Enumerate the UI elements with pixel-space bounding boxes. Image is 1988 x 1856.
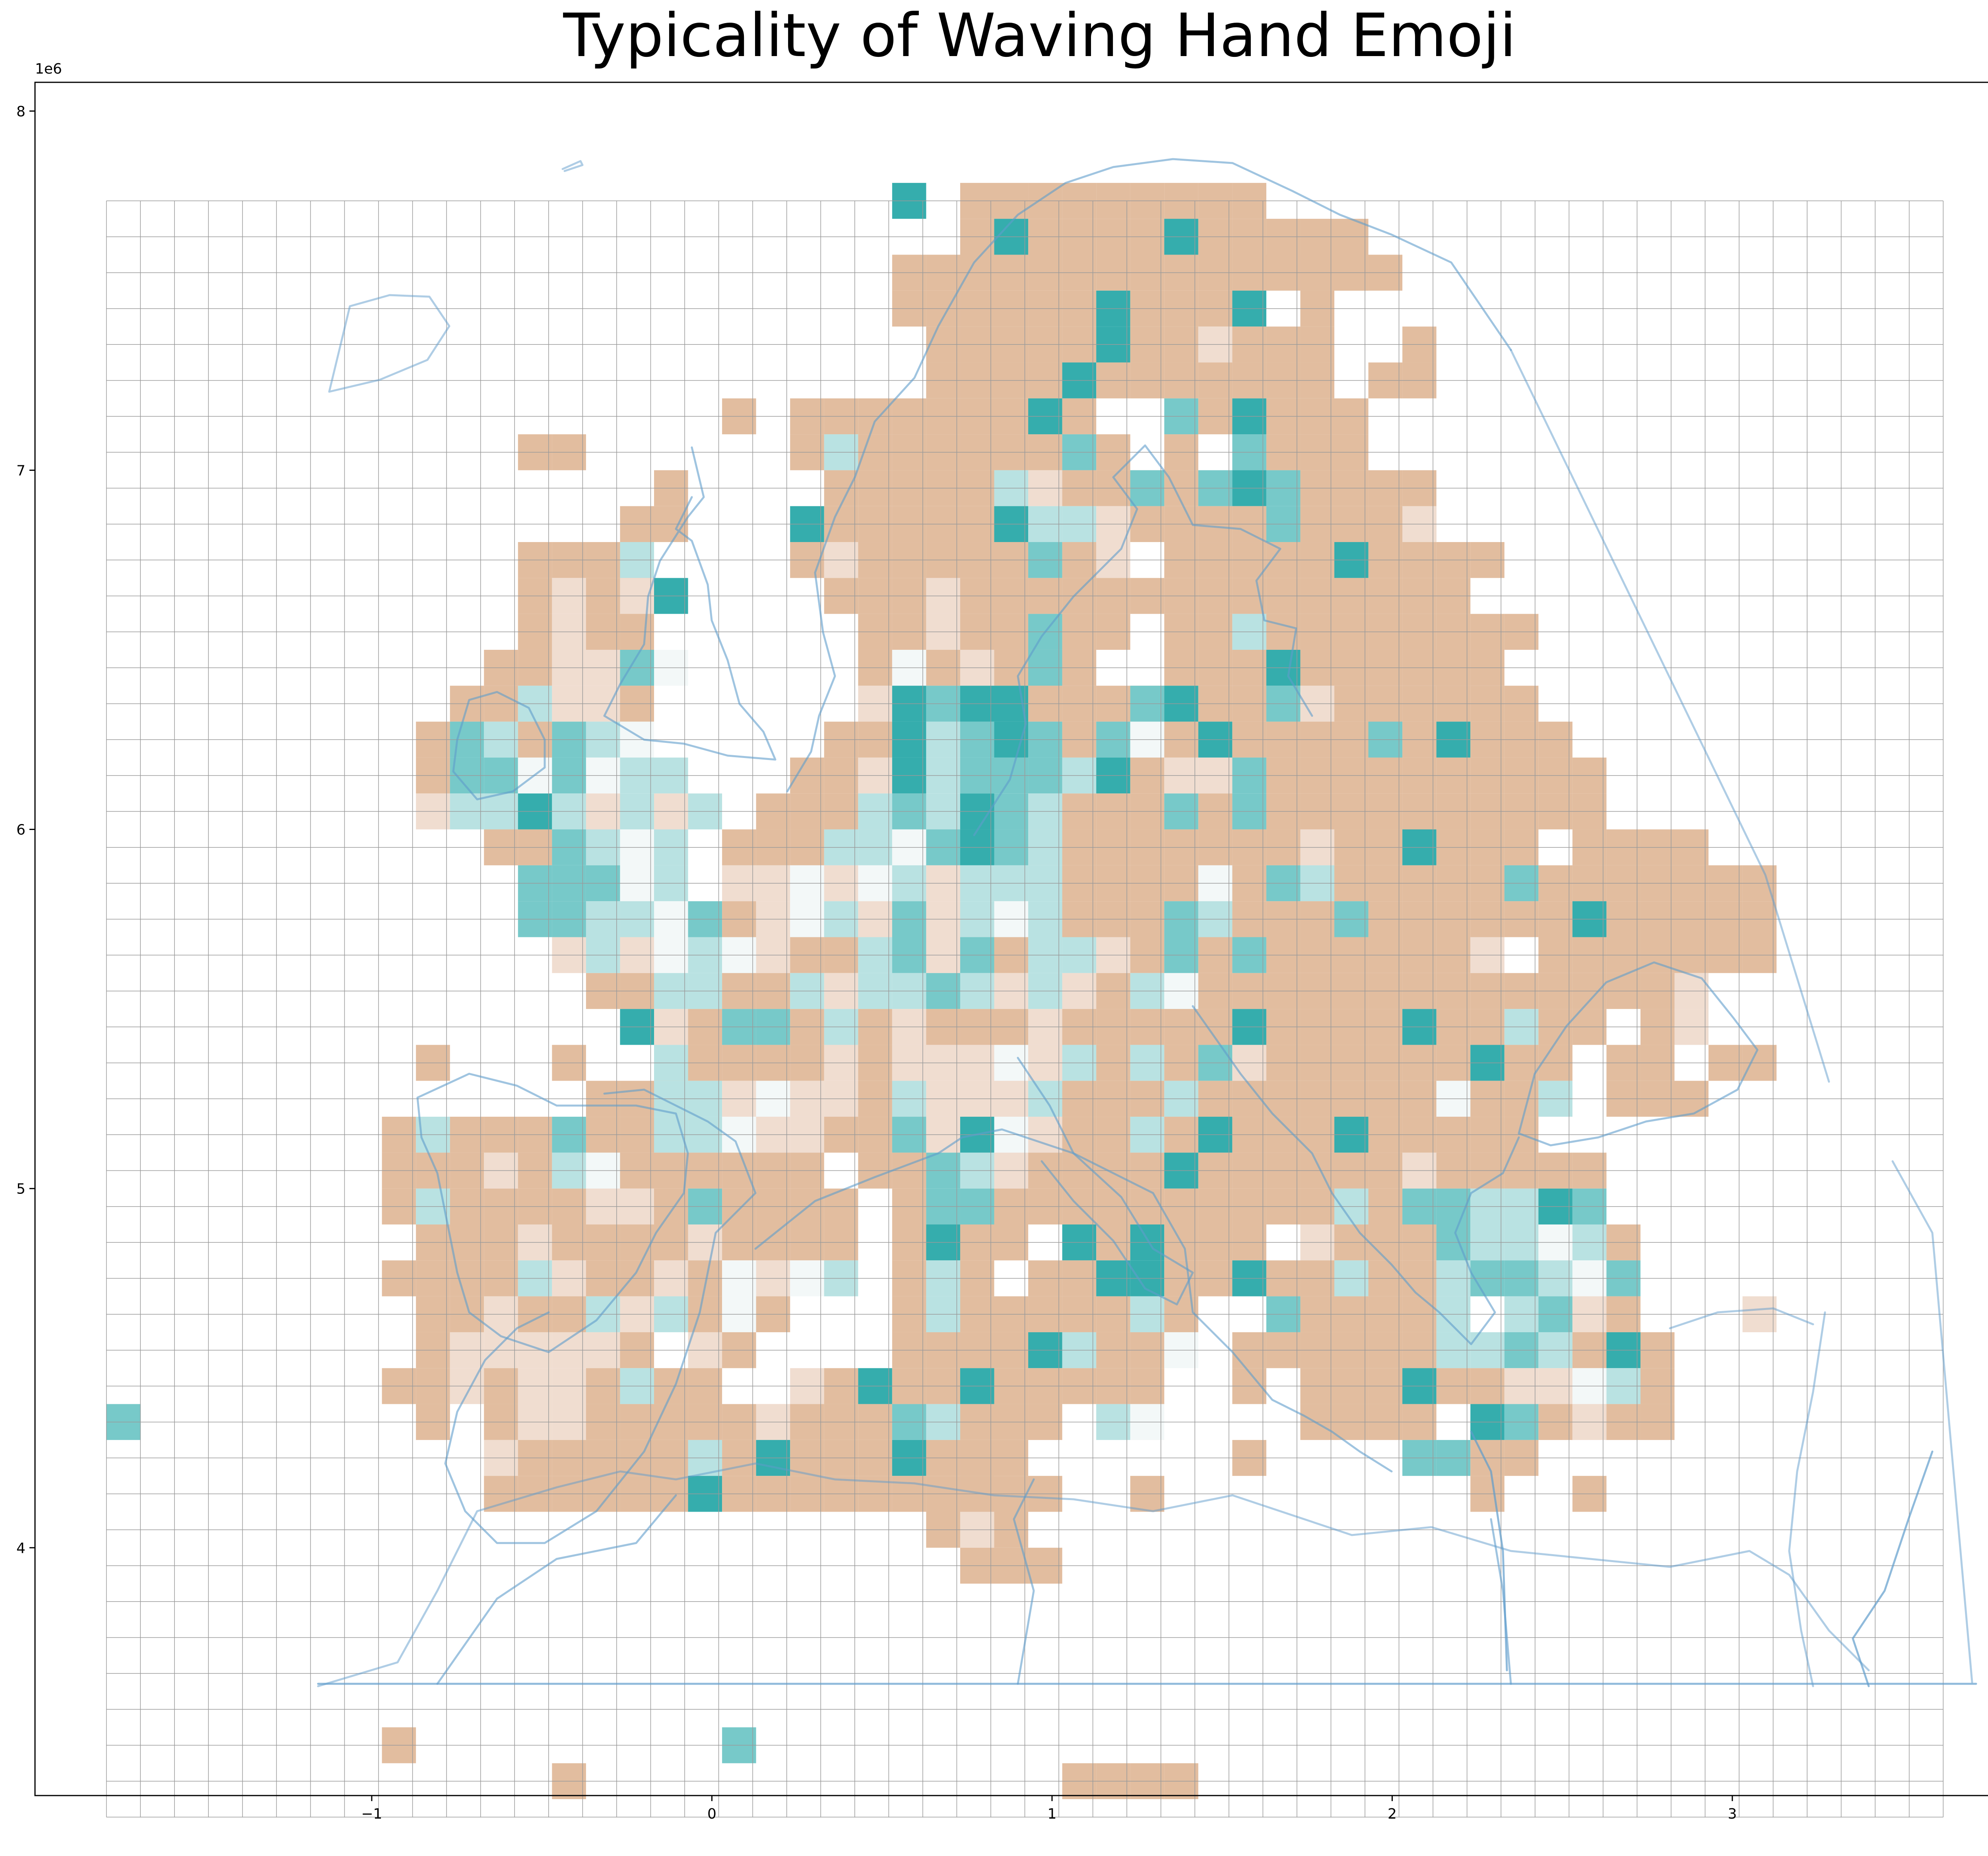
coastline-layer	[317, 158, 1977, 1687]
x-tick-label: 2	[1388, 1806, 1397, 1822]
coastline-italy	[1017, 1057, 1194, 1306]
coastline-mediterranean	[754, 1128, 1393, 1473]
coastline-uk	[603, 446, 777, 761]
y-tick-label: 6	[16, 822, 25, 838]
coastline-south-borders	[436, 1478, 1512, 1685]
coastline-east-arc	[1510, 349, 1830, 1083]
coastline-balkans	[1192, 1005, 1520, 1345]
x-tick-label: −1	[361, 1806, 382, 1822]
coastline-iceland	[561, 160, 584, 172]
coastline-baltic	[973, 444, 1313, 836]
x-tick-label: 3	[1728, 1806, 1737, 1822]
coastline-east-border	[1470, 1430, 1934, 1687]
plot-frame	[34, 82, 1988, 1796]
axes-layer: −10123456781e61e6	[16, 61, 1988, 1822]
y-tick-label: 4	[16, 1540, 25, 1557]
coastline-black-sea	[1518, 961, 1759, 1147]
y-tick-label: 8	[16, 103, 25, 120]
coastline-iberia	[416, 1073, 689, 1353]
x-tick-label: 1	[1047, 1806, 1056, 1822]
grid-layer	[106, 200, 1944, 1817]
chart-title: Typicality of Waving Hand Emoji	[563, 1, 1516, 70]
coastline-greenland	[328, 294, 450, 393]
y-offset-label: 1e6	[35, 61, 62, 77]
coastline-ireland	[452, 691, 546, 801]
y-tick-label: 5	[16, 1181, 25, 1197]
y-tick-label: 7	[16, 463, 25, 479]
x-tick-label: 0	[707, 1806, 716, 1822]
coastline-scandinavia	[786, 158, 1512, 793]
coastline-north-africa	[317, 1462, 1870, 1687]
coastline-continent	[444, 1088, 757, 1544]
coastline-levant	[1669, 1160, 1973, 1687]
